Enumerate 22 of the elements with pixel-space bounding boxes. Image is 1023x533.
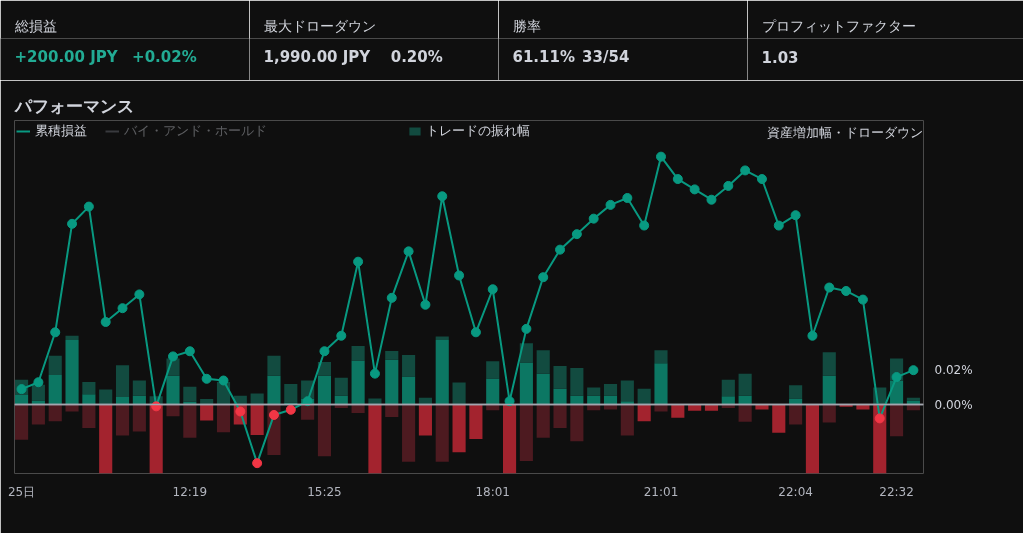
text: 33/54	[582, 47, 630, 66]
y-tick-label: 0.00%	[934, 397, 973, 412]
x-tick-label: 22:04	[778, 484, 813, 499]
text: 勝率	[512, 17, 541, 34]
text: 総損益	[13, 17, 57, 34]
x-tick-label: 15:25	[307, 484, 342, 499]
x-tick-label: 25日	[7, 484, 36, 499]
text: 最大ドローダウン	[263, 17, 376, 34]
text: +200.00 JPY	[14, 47, 119, 66]
x-tick-label: 12:19	[172, 484, 208, 499]
x-tick-label: 21:01	[643, 484, 679, 499]
text: 1,990.00 JPY	[263, 47, 372, 66]
chart-title: パフォーマンス	[13, 95, 134, 116]
text: 0.20%	[390, 47, 443, 66]
text: プロフィットファクター	[761, 17, 916, 34]
text: 1.03	[761, 48, 799, 67]
text: +0.02%	[132, 47, 197, 66]
y-tick-label: 0.02%	[934, 363, 973, 378]
x-tick-label: 18:01	[475, 484, 511, 499]
x-tick-label: 22:32	[879, 484, 914, 499]
legend-label: 累積損益	[35, 122, 87, 140]
text: 61.11%	[512, 47, 575, 66]
